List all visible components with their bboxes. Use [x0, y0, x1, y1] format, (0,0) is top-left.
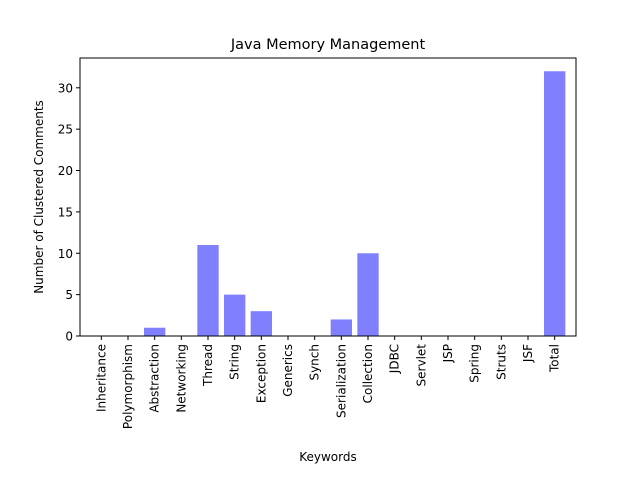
x-tick-label: Abstraction: [148, 344, 162, 413]
x-tick-label: String: [228, 344, 242, 380]
y-tick-label: 15: [58, 205, 73, 219]
y-tick-label: 30: [58, 81, 73, 95]
y-tick-label: 0: [65, 330, 73, 344]
x-ticks-group: Inheritance Polymorphism Abstraction Networ…: [94, 336, 562, 429]
x-tick-label: JSF: [521, 344, 535, 363]
y-tick-label: 10: [58, 247, 73, 261]
x-tick-label: Serialization: [334, 344, 348, 418]
bar-exception: [250, 311, 272, 336]
x-tick-label: Synch: [308, 344, 322, 381]
y-axis-label: Number of Clustered Comments: [32, 100, 46, 294]
x-tick-label: Spring: [468, 344, 482, 383]
x-tick-label: Polymorphism: [121, 344, 135, 429]
bar-total: [544, 71, 566, 336]
x-axis-label: Keywords: [299, 450, 357, 464]
bar-abstraction: [144, 327, 166, 336]
bar-string: [224, 294, 246, 336]
x-tick-label: Thread: [201, 344, 215, 387]
y-tick-label: 20: [58, 164, 73, 178]
x-tick-label: JSP: [441, 344, 455, 363]
bars-group: [144, 71, 566, 336]
x-tick-label: Exception: [254, 344, 268, 403]
x-tick-label: Inheritance: [94, 344, 108, 412]
x-tick-label: Struts: [494, 344, 508, 380]
x-tick-label: Networking: [174, 344, 188, 413]
chart-title: Java Memory Management: [230, 37, 426, 53]
y-tick-label: 5: [65, 288, 73, 302]
plot-frame: [79, 57, 577, 337]
x-tick-label: Generics: [281, 344, 295, 397]
bar-thread: [197, 244, 219, 336]
y-ticks-group: 0 5 10 15 20 25 30: [58, 81, 80, 344]
x-tick-label: Total: [548, 344, 562, 373]
bar-collection: [357, 253, 379, 336]
y-tick-label: 25: [58, 123, 73, 137]
x-tick-label: JDBC: [388, 344, 402, 374]
x-tick-label: Collection: [361, 344, 375, 403]
bar-serialization: [330, 319, 352, 336]
x-tick-label: Servlet: [414, 344, 428, 387]
